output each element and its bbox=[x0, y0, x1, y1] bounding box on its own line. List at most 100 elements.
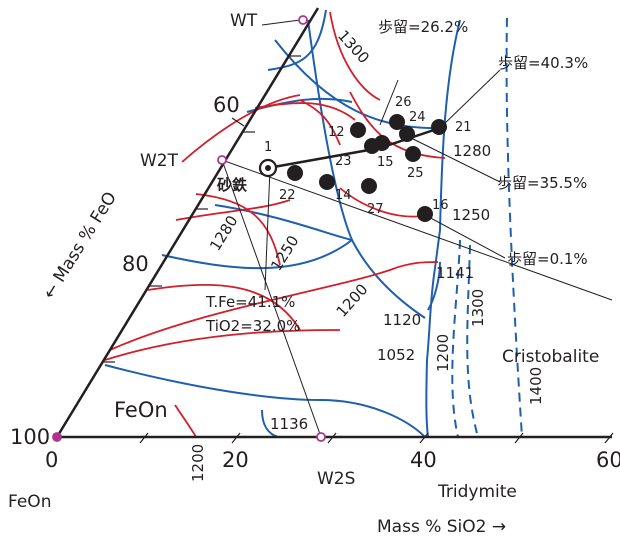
boundary-wt-w2t bbox=[267, 9, 327, 71]
point-26 bbox=[389, 114, 405, 130]
iso-bottom-1200 bbox=[174, 404, 197, 438]
tie-lines bbox=[221, 19, 613, 438]
label-1052: 1052 bbox=[377, 346, 415, 364]
point-label-15: 15 bbox=[377, 155, 394, 170]
iso-red-c bbox=[109, 261, 439, 351]
point-label-24: 24 bbox=[409, 110, 426, 125]
tie-line-w2t-right bbox=[221, 159, 613, 301]
iso-red-b bbox=[195, 193, 281, 266]
left-axis bbox=[55, 7, 320, 438]
dashed-1400 bbox=[505, 17, 523, 438]
label-1200-bottom: 1200 bbox=[189, 444, 207, 482]
leader-26 bbox=[379, 79, 399, 126]
point-21 bbox=[431, 119, 447, 135]
point-label-23: 23 bbox=[335, 154, 352, 169]
label-w2t: W2T bbox=[140, 151, 179, 171]
label-1280-right: 1280 bbox=[453, 142, 491, 160]
label-tio2: TiO2=32.0% bbox=[205, 317, 300, 335]
point-12 bbox=[350, 122, 366, 138]
point-label-1: 1 bbox=[264, 140, 272, 155]
label-yield-26: 歩留=26.2% bbox=[378, 18, 468, 36]
iso-1250-left bbox=[254, 102, 356, 121]
w2s-marker bbox=[316, 432, 326, 442]
boundary-w2t-feon bbox=[104, 364, 426, 438]
sand-iron-marker bbox=[258, 158, 278, 178]
point-25 bbox=[405, 146, 421, 162]
point-label-12: 12 bbox=[328, 125, 345, 140]
tick bbox=[419, 432, 429, 444]
label-sand-iron: 砂鉄 bbox=[217, 176, 247, 194]
tie-line-sample-down bbox=[264, 167, 271, 291]
boundary-mid-lines bbox=[214, 204, 353, 241]
point-label-25: 25 bbox=[407, 166, 424, 181]
label-20: 20 bbox=[222, 448, 249, 472]
label-yield-40: 歩留=40.3% bbox=[498, 54, 588, 72]
dashed-1300 bbox=[466, 244, 479, 438]
phase-boundaries bbox=[104, 9, 461, 438]
point-1-inner bbox=[265, 165, 271, 171]
label-1300-vertical: 1300 bbox=[469, 289, 487, 327]
bottom-axis-title: Mass % SiO2 → bbox=[377, 517, 506, 537]
boundary-w2t-center bbox=[307, 19, 426, 319]
compound-markers bbox=[52, 15, 326, 442]
point-27 bbox=[361, 178, 377, 194]
point-14 bbox=[319, 174, 335, 190]
label-w2s: W2S bbox=[317, 469, 355, 489]
label-1200-vertical: 1200 bbox=[434, 334, 452, 372]
label-yield-35: 歩留=35.5% bbox=[497, 174, 587, 192]
point-label-22: 22 bbox=[279, 188, 296, 203]
axis-ticks bbox=[103, 55, 614, 444]
label-1200-mid: 1200 bbox=[333, 280, 372, 320]
label-60-left: 60 bbox=[213, 93, 240, 117]
label-100: 100 bbox=[10, 425, 50, 449]
tick bbox=[231, 432, 241, 444]
leader-21 bbox=[439, 69, 501, 129]
iso-red-e bbox=[104, 329, 341, 361]
label-feon-corner: FeOn bbox=[8, 492, 51, 512]
label-1250-left: 1250 bbox=[267, 232, 303, 274]
sample-points bbox=[287, 114, 447, 222]
label-wt: WT bbox=[230, 11, 258, 31]
point-label-16: 16 bbox=[432, 198, 449, 213]
point-22 bbox=[287, 165, 303, 181]
label-yield-0: 歩留=0.1% bbox=[507, 250, 588, 268]
label-1280-left: 1280 bbox=[206, 212, 242, 254]
label-1400: 1400 bbox=[527, 367, 545, 405]
tick bbox=[139, 432, 149, 444]
tick bbox=[327, 432, 337, 444]
tick bbox=[514, 432, 524, 444]
tick bbox=[231, 117, 245, 127]
point-16 bbox=[417, 206, 433, 222]
w2t-marker bbox=[217, 155, 227, 165]
point-label-27: 27 bbox=[367, 202, 384, 217]
label-1120: 1120 bbox=[383, 311, 421, 329]
feon-marker bbox=[52, 432, 62, 442]
left-axis-title: ← Mass % FeO bbox=[39, 188, 121, 302]
point-15 bbox=[374, 135, 390, 151]
dashed-1200 bbox=[451, 239, 461, 438]
boundary-right-upper bbox=[425, 19, 461, 438]
iso-red-d bbox=[175, 199, 291, 221]
tie-line-w2t-w2s bbox=[221, 159, 322, 438]
label-40: 40 bbox=[410, 448, 437, 472]
label-60: 60 bbox=[596, 448, 620, 472]
label-1141: 1141 bbox=[436, 264, 474, 282]
label-0: 0 bbox=[45, 448, 58, 472]
isotherms bbox=[104, 11, 446, 438]
point-label-14: 14 bbox=[335, 188, 352, 203]
boundary-1141 bbox=[427, 261, 441, 311]
leader-16 bbox=[424, 214, 506, 259]
label-80-left: 80 bbox=[122, 252, 149, 276]
label-1250-right: 1250 bbox=[452, 206, 490, 224]
point-24 bbox=[399, 126, 415, 142]
boundary-top-lines bbox=[274, 39, 446, 130]
label-tridymite: Tridymite bbox=[437, 482, 517, 502]
iso-1300 bbox=[329, 11, 381, 101]
label-1136: 1136 bbox=[270, 415, 308, 433]
iso-red-a bbox=[181, 94, 301, 163]
point-label-26: 26 bbox=[395, 95, 412, 110]
leader-25 bbox=[404, 134, 501, 183]
dashed-boundaries bbox=[451, 17, 523, 438]
label-tfe: T.Fe=41.1% bbox=[205, 293, 295, 311]
